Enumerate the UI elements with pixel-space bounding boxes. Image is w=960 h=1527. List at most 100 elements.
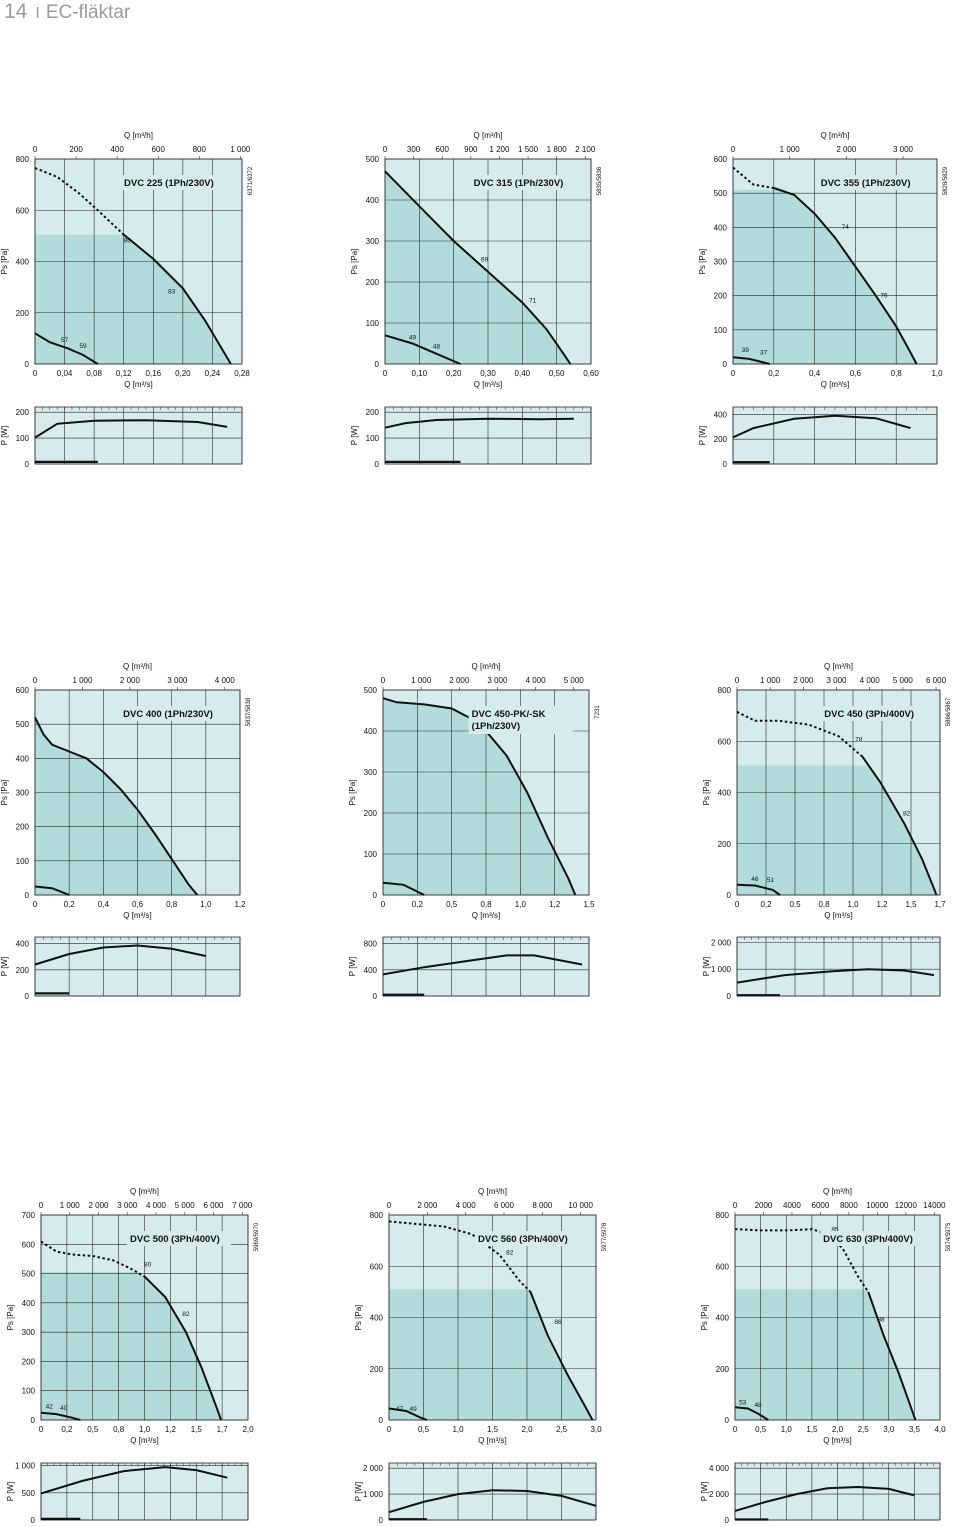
x-tick-label: 0,8 [891,369,903,378]
x-tick-label: 0 [733,1425,738,1434]
x2-tick-label: 2 000 [120,676,141,685]
x2-tick-label: 1 000 [60,1201,81,1210]
chart-code: 5974/5975 [946,1222,952,1251]
efficiency-label: 40 [60,1405,68,1412]
y-tick-label: 400 [16,258,30,267]
x-tick-label: 1,2 [876,900,888,909]
y-tick-label: 100 [364,850,378,859]
power-y-tick-label: 200 [16,408,30,417]
max-curve-dashed [732,166,774,189]
efficiency-label: 86 [554,1319,562,1326]
y-tick-label: 300 [16,789,30,798]
efficiency-label: 37 [760,349,768,356]
min-curve [388,1407,428,1421]
x-tick-label: 0,28 [234,369,250,378]
x2-tick-label: 2 000 [417,1201,438,1210]
x-axis-label: Q [m³/s] [124,380,152,389]
efficiency-label: 46 [751,876,759,883]
operating-area [737,765,937,895]
x2-axis-label: Q [m³/h] [474,131,503,140]
x2-tick-label: 10000 [866,1201,889,1210]
x-tick-label: 1,2 [234,900,246,909]
header-separator: I [35,5,40,22]
y-tick-label: 100 [366,319,380,328]
x-tick-label: 0,60 [583,369,599,378]
y-tick-label: 100 [714,326,728,335]
plot-frame [734,1214,941,1421]
x2-tick-label: 600 [436,145,450,154]
y-tick-label: 500 [16,720,30,729]
x-tick-label: 1,0 [781,1425,793,1434]
title-backdrop [470,175,575,190]
power-y-tick-label: 400 [16,940,30,949]
x2-tick-label: 10 000 [568,1201,593,1210]
y-tick-label: 400 [718,789,732,798]
x-tick-label: 2,0 [832,1425,844,1434]
y-tick-label: 200 [364,809,378,818]
x2-tick-label: 200 [69,145,83,154]
power-plot-frame [384,406,592,465]
efficiency-label: 82 [903,811,911,818]
section-title: EC-fläktar [45,2,131,23]
y-axis-label: Ps [Pa] [700,1305,709,1331]
x-tick-label: 0 [39,1425,44,1434]
plot-frame [382,689,590,896]
x-tick-label: 0,10 [412,369,428,378]
power-y-tick-label: 400 [714,410,728,419]
x-tick-label: 0,30 [480,369,496,378]
power-plot-frame [736,936,941,997]
x-axis-label: Q [m³/s] [130,1436,158,1445]
operating-area [35,234,231,364]
operating-area [35,717,198,895]
y-tick-label: 0 [25,360,30,369]
efficiency-label: 47 [396,1406,404,1413]
x2-tick-label: 1 000 [780,145,801,154]
power-y-tick-label: 2 000 [711,938,732,947]
chart-4: 0 0,2 0,4 0,6 0,8 1,0 1,2 0 1 000 2 000 3 000 4 000… [0,662,252,1001]
x-tick-label: 0,2 [768,369,780,378]
x-tick-label: 1,2 [165,1425,177,1434]
max-curve [143,1275,223,1421]
x2-tick-label: 14000 [923,1201,946,1210]
y-axis-label: Ps [Pa] [698,249,707,275]
x-axis-label: Q [m³/s] [478,1436,506,1445]
x2-tick-label: 0 [383,145,388,154]
x2-tick-label: 2 000 [449,676,470,685]
y-tick-label: 0 [31,1416,36,1425]
chart-code: 5828/5829 [943,166,949,195]
power-y-tick-label: 800 [364,940,378,949]
chart-title: DVC 400 (1Ph/230V) [123,709,213,720]
title-backdrop [817,175,922,190]
y-tick-label: 400 [16,754,30,763]
x-tick-label: 1,0 [139,1425,151,1434]
y-tick-label: 300 [714,258,728,267]
power-max-curve [382,954,583,976]
power-axis-label: P [W] [348,957,357,976]
plot-frame [736,689,941,896]
title-backdrop [127,1231,232,1246]
power-max-curve [34,944,207,966]
x-tick-label: 0 [387,1425,392,1434]
x-tick-label: 0,5 [755,1425,767,1434]
x-tick-label: 1,0 [931,369,943,378]
power-y-tick-label: 100 [16,434,30,443]
x2-tick-label: 5 000 [175,1201,196,1210]
power-axis-label: P [W] [6,1482,15,1501]
power-plot-frame [34,936,241,997]
x2-tick-label: 900 [464,145,478,154]
y-axis-label: Ps [Pa] [354,1305,363,1331]
page-header: 14 I EC-fläktar [4,0,130,24]
x2-tick-label: 3 000 [117,1201,138,1210]
x-tick-label: 1,5 [191,1425,203,1434]
efficiency-label: 57 [61,337,69,344]
y-axis-label: Ps [Pa] [0,249,9,275]
x2-tick-label: 4000 [783,1201,801,1210]
min-curve [736,883,781,896]
power-max-curve [34,419,228,439]
power-y-tick-label: 0 [727,992,732,1001]
x-tick-label: 0,5 [446,900,458,909]
min-curve [734,1406,769,1421]
power-y-tick-label: 1 000 [15,1462,36,1471]
x-tick-label: 2,5 [858,1425,870,1434]
x-tick-label: 0,20 [446,369,462,378]
